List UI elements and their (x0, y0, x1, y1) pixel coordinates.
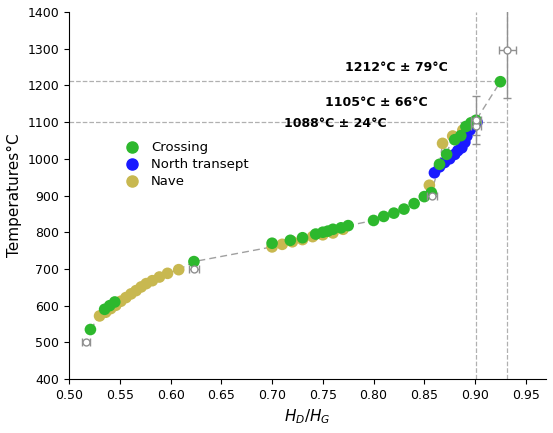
Crossing (369, 217, 378, 224)
Nave (127, 291, 135, 297)
Crossing (467, 120, 476, 126)
Crossing (400, 206, 409, 213)
North transept (445, 155, 454, 162)
Crossing (298, 234, 307, 241)
North transept (440, 159, 449, 166)
Crossing (420, 193, 429, 200)
Nave (137, 284, 145, 291)
Nave (438, 140, 447, 147)
North transept (462, 132, 471, 139)
North transept (453, 147, 462, 154)
North transept (435, 163, 444, 170)
North transept (468, 123, 477, 130)
North transept (473, 119, 482, 126)
Nave (328, 229, 337, 236)
North transept (457, 144, 466, 151)
Crossing (427, 189, 436, 196)
Text: 1088°C ± 24°C: 1088°C ± 24°C (284, 117, 387, 130)
Crossing (461, 123, 470, 130)
Nave (268, 243, 276, 250)
X-axis label: $H_D/H_G$: $H_D/H_G$ (284, 407, 331, 426)
Crossing (319, 229, 327, 236)
Crossing (328, 226, 337, 233)
Crossing (324, 228, 332, 235)
Nave (117, 298, 126, 305)
Crossing (86, 326, 95, 333)
Nave (142, 280, 150, 287)
Crossing (286, 237, 295, 244)
North transept (461, 139, 469, 146)
Text: 1105°C ± 66°C: 1105°C ± 66°C (325, 97, 427, 110)
Crossing (450, 136, 459, 143)
Crossing (344, 222, 353, 229)
Crossing (111, 298, 119, 305)
Crossing (456, 132, 465, 139)
Nave (448, 132, 457, 139)
Nave (288, 238, 297, 245)
Crossing (190, 258, 199, 265)
Crossing (268, 240, 276, 247)
Nave (319, 231, 327, 238)
Nave (122, 294, 131, 301)
North transept (450, 151, 459, 158)
Nave (308, 233, 317, 240)
Crossing (379, 213, 388, 220)
Crossing (435, 161, 444, 168)
Nave (163, 270, 172, 277)
Nave (155, 274, 164, 281)
Crossing (311, 231, 320, 238)
Nave (278, 241, 286, 248)
Nave (106, 305, 115, 312)
Nave (458, 127, 467, 134)
Nave (132, 287, 140, 294)
Text: 1212°C ± 79°C: 1212°C ± 79°C (345, 61, 448, 74)
Crossing (105, 302, 114, 309)
Nave (338, 226, 347, 233)
Crossing (472, 117, 481, 124)
Legend: Crossing, North transept, Nave: Crossing, North transept, Nave (114, 136, 254, 194)
Crossing (389, 210, 398, 216)
Crossing (100, 306, 109, 313)
North transept (471, 120, 479, 126)
Nave (425, 182, 434, 189)
Nave (148, 277, 156, 284)
Nave (466, 123, 474, 130)
Crossing (337, 224, 346, 231)
Nave (95, 313, 104, 320)
Crossing (496, 78, 505, 85)
North transept (466, 127, 474, 134)
Nave (174, 266, 183, 273)
Crossing (410, 200, 419, 207)
Nave (111, 302, 120, 309)
Crossing (442, 151, 451, 158)
Nave (298, 236, 307, 243)
Y-axis label: Temperatures°C: Temperatures°C (7, 134, 22, 257)
Nave (101, 309, 110, 316)
North transept (430, 169, 439, 176)
